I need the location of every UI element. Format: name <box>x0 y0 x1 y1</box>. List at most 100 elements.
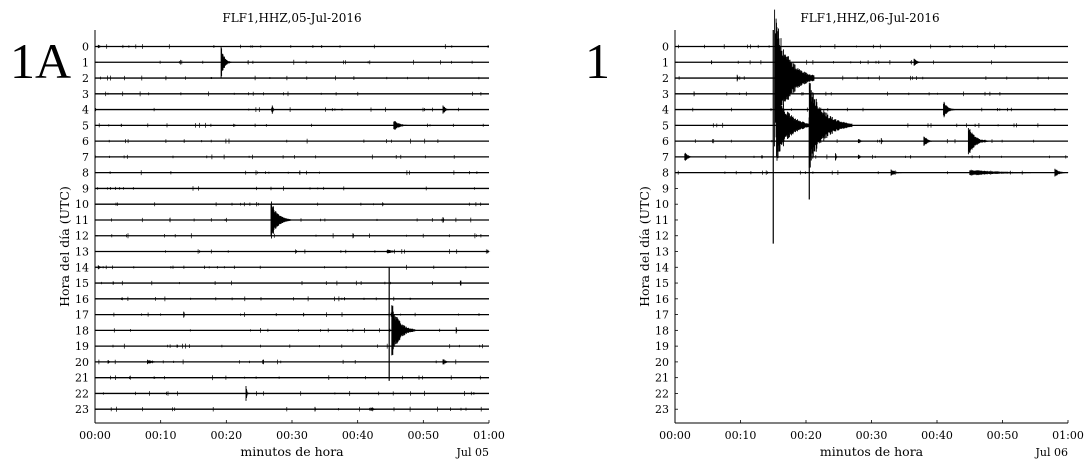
trace-noise <box>108 138 439 144</box>
y-tick-label: 8 <box>662 167 669 180</box>
y-tick-label: 4 <box>662 104 669 117</box>
trace-noise <box>159 59 473 65</box>
trace-noise <box>110 375 481 381</box>
y-tick-label: 21 <box>75 372 89 385</box>
y-tick-label: 13 <box>75 246 89 259</box>
y-tick-label: 4 <box>82 104 89 117</box>
y-tick-label: 5 <box>662 119 669 132</box>
event-waveform <box>321 45 324 48</box>
event-waveform <box>386 249 408 254</box>
chart-title: FLF1,HHZ,06-Jul-2016 <box>800 11 939 25</box>
event-waveform <box>314 406 318 412</box>
y-tick-label: 6 <box>662 135 669 148</box>
trace-noise <box>711 59 992 65</box>
event-waveform <box>220 46 232 79</box>
y-tick-label: 12 <box>75 230 89 243</box>
panel-label: 1A <box>10 33 71 89</box>
event-waveform <box>455 327 459 334</box>
x-tick-label: 00:50 <box>407 429 439 442</box>
trace-noise <box>101 280 462 286</box>
event-waveform <box>736 74 740 82</box>
y-tick-label: 10 <box>75 198 89 211</box>
event-waveform <box>776 90 813 161</box>
y-axis-label: Hora del día (UTC) <box>637 186 652 307</box>
y-tick-label: 23 <box>75 403 89 416</box>
event-waveform <box>271 105 276 114</box>
y-tick-label: 6 <box>82 135 89 148</box>
event-waveform <box>176 344 180 348</box>
y-tick-label: 17 <box>655 309 669 322</box>
trace-noise <box>693 91 1001 97</box>
trace-noise <box>102 264 467 270</box>
event-waveform <box>344 297 347 301</box>
event-waveform <box>97 44 104 49</box>
y-tick-label: 22 <box>655 387 669 400</box>
y-tick-label: 10 <box>655 198 669 211</box>
y-tick-label: 14 <box>655 261 669 274</box>
event-waveform <box>147 359 165 365</box>
event-waveform <box>393 121 411 130</box>
event-waveform <box>120 123 124 127</box>
y-tick-label: 9 <box>662 182 669 195</box>
trace-noise <box>113 312 480 317</box>
y-tick-label: 15 <box>655 277 669 290</box>
y-tick-label: 23 <box>655 403 669 416</box>
event-waveform <box>153 376 158 379</box>
y-tick-label: 0 <box>662 41 669 54</box>
x-tick-label: 00:30 <box>856 429 888 442</box>
x-tick-label: 00:20 <box>210 429 242 442</box>
trace-noise <box>100 75 480 81</box>
event-waveform <box>107 360 113 364</box>
date-label: Jul 06 <box>1034 446 1068 459</box>
event-waveform <box>857 139 866 144</box>
x-tick-label: 00:20 <box>790 429 822 442</box>
helicorder-panel-left: 1AFLF1,HHZ,05-Jul-2016012345678910111213… <box>10 11 505 459</box>
trace-noise <box>112 343 483 349</box>
event-waveform <box>409 297 413 300</box>
y-tick-label: 13 <box>655 246 669 259</box>
x-axis-label: minutos de hora <box>240 444 344 459</box>
event-waveform <box>923 136 935 146</box>
y-tick-label: 3 <box>662 88 669 101</box>
event-waveform <box>442 105 452 114</box>
y-tick-label: 16 <box>75 293 89 306</box>
panel-label: 1 <box>585 33 610 89</box>
trace-noise <box>725 154 1067 160</box>
y-tick-label: 22 <box>75 387 89 400</box>
y-tick-label: 14 <box>75 261 89 274</box>
y-tick-label: 19 <box>75 340 89 353</box>
y-tick-label: 2 <box>662 72 669 85</box>
event-waveform <box>270 201 292 239</box>
y-tick-label: 8 <box>82 167 89 180</box>
trace-noise <box>105 91 482 97</box>
y-tick-label: 21 <box>655 372 669 385</box>
chart-title: FLF1,HHZ,05-Jul-2016 <box>222 11 361 25</box>
y-tick-label: 3 <box>82 88 89 101</box>
trace-noise <box>95 107 459 112</box>
event-waveform <box>487 249 491 254</box>
event-waveform <box>391 305 416 356</box>
trace-noise <box>109 170 478 176</box>
event-waveform <box>774 9 815 147</box>
trace-noise <box>106 44 489 49</box>
event-waveform <box>370 407 382 411</box>
helicorder-panel-right: 1FLF1,HHZ,06-Jul-20160123456789101112131… <box>585 9 1084 459</box>
y-tick-label: 20 <box>655 356 669 369</box>
y-tick-label: 7 <box>82 151 89 164</box>
event-waveform <box>857 154 866 159</box>
event-waveform <box>890 169 908 176</box>
trace-noise <box>95 154 455 160</box>
event-waveform <box>835 153 839 161</box>
y-tick-label: 11 <box>75 214 89 227</box>
event-waveform <box>442 217 447 223</box>
event-waveform <box>245 386 250 401</box>
trace-noise <box>111 233 482 239</box>
x-tick-label: 00:40 <box>921 429 953 442</box>
y-tick-label: 15 <box>75 277 89 290</box>
y-tick-label: 18 <box>655 324 669 337</box>
y-tick-label: 7 <box>662 151 669 164</box>
event-waveform <box>913 58 923 66</box>
y-tick-label: 2 <box>82 72 89 85</box>
event-waveform <box>183 311 187 318</box>
